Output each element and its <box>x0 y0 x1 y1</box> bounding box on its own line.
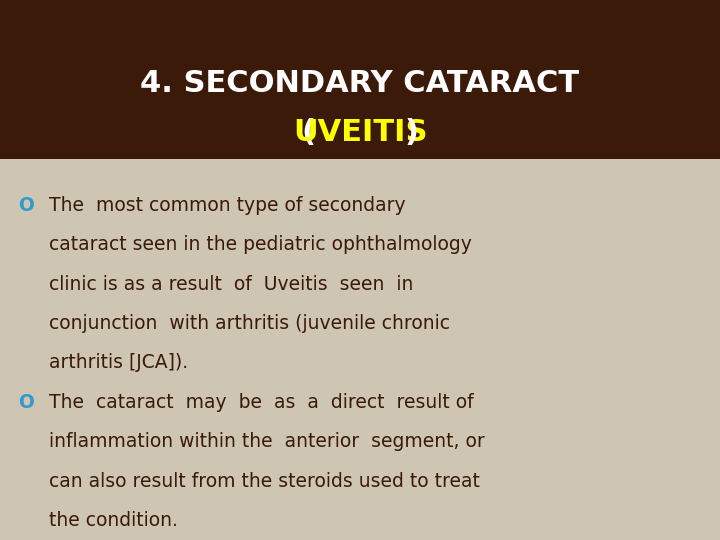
Text: ): ) <box>405 118 419 147</box>
Text: arthritis [JCA]).: arthritis [JCA]). <box>49 353 188 373</box>
Text: the condition.: the condition. <box>49 511 178 530</box>
FancyBboxPatch shape <box>0 0 720 159</box>
Text: The  most common type of secondary: The most common type of secondary <box>49 195 405 215</box>
Text: O: O <box>18 195 34 215</box>
Text: conjunction  with arthritis (juvenile chronic: conjunction with arthritis (juvenile chr… <box>49 314 450 333</box>
Text: cataract seen in the pediatric ophthalmology: cataract seen in the pediatric ophthalmo… <box>49 235 472 254</box>
Text: inflammation within the  anterior  segment, or: inflammation within the anterior segment… <box>49 432 485 451</box>
Text: The  cataract  may  be  as  a  direct  result of: The cataract may be as a direct result o… <box>49 393 474 412</box>
Text: 4. SECONDARY CATARACT: 4. SECONDARY CATARACT <box>140 69 580 98</box>
Text: (: ( <box>301 118 315 147</box>
Text: clinic is as a result  of  Uveitis  seen  in: clinic is as a result of Uveitis seen in <box>49 274 413 294</box>
Text: can also result from the steroids used to treat: can also result from the steroids used t… <box>49 471 480 491</box>
Text: UVEITIS: UVEITIS <box>293 118 427 147</box>
Text: O: O <box>18 393 34 412</box>
